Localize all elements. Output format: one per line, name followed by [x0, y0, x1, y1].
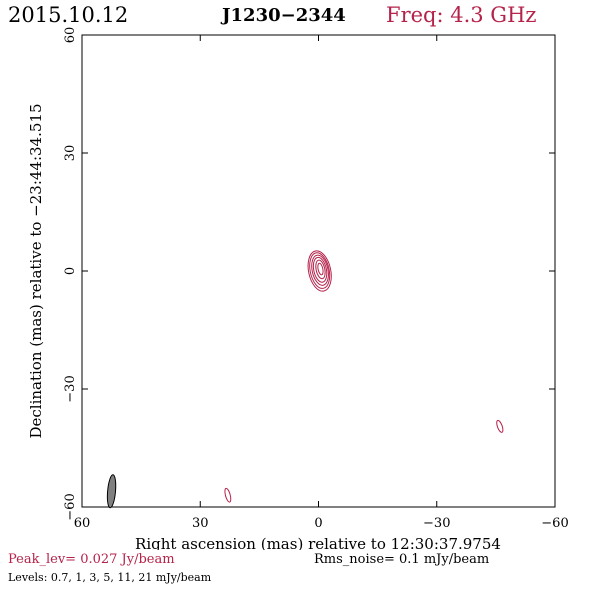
- beam-ellipse: [106, 474, 117, 509]
- y-tick-label: −60: [63, 493, 78, 520]
- y-tick-label: −30: [63, 375, 78, 402]
- x-tick-label: −30: [423, 516, 450, 531]
- x-tick-label: 0: [314, 516, 322, 531]
- contour-map: 60 30 0 −30 −60 −60 −30 0 30 60 Right ascension …: [27, 27, 569, 550]
- contour-core: [309, 252, 331, 289]
- y-tick-label: 60: [63, 27, 78, 44]
- y-tick-label: 0: [63, 267, 78, 275]
- y-tick-label: 30: [63, 145, 78, 162]
- y-tick-labels: −60 −30 0 30 60: [63, 27, 78, 521]
- contour-blob-se: [496, 419, 504, 433]
- contour-layer: [224, 250, 504, 503]
- x-tick-label: 30: [192, 516, 209, 531]
- observation-date: 2015.10.12: [8, 3, 129, 27]
- axis-ticks: [81, 34, 556, 508]
- rms-noise: Rms_noise= 0.1 mJy/beam: [314, 552, 490, 567]
- contour-levels: Levels: 0.7, 1, 3, 5, 11, 21 mJy/beam: [8, 571, 212, 584]
- x-tick-label: −60: [541, 516, 568, 531]
- x-tick-label: 60: [74, 516, 91, 531]
- contour-core: [307, 250, 332, 292]
- contour-core: [311, 254, 329, 286]
- x-axis-label: Right ascension (mas) relative to 12:30:…: [135, 535, 501, 550]
- source-name: J1230−2344: [222, 5, 346, 26]
- contour-core: [317, 262, 324, 276]
- peak-level: Peak_lev= 0.027 Jy/beam: [8, 552, 175, 567]
- contour-core: [312, 256, 328, 283]
- contour-core: [315, 259, 326, 280]
- frequency-label: Freq: 4.3 GHz: [386, 3, 537, 27]
- beam-layer: [106, 474, 117, 509]
- x-tick-labels: 60 30 0 −30 −60: [74, 516, 569, 531]
- y-axis-label: Declination (mas) relative to −23:44:34.…: [27, 103, 45, 438]
- contour-blob-s: [224, 487, 232, 503]
